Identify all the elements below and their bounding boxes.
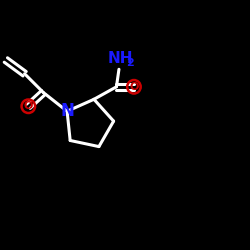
Text: 2: 2 bbox=[126, 58, 134, 68]
Text: O: O bbox=[24, 101, 33, 111]
Text: O: O bbox=[129, 82, 139, 92]
Text: N: N bbox=[60, 102, 74, 120]
Text: NH: NH bbox=[108, 50, 133, 66]
